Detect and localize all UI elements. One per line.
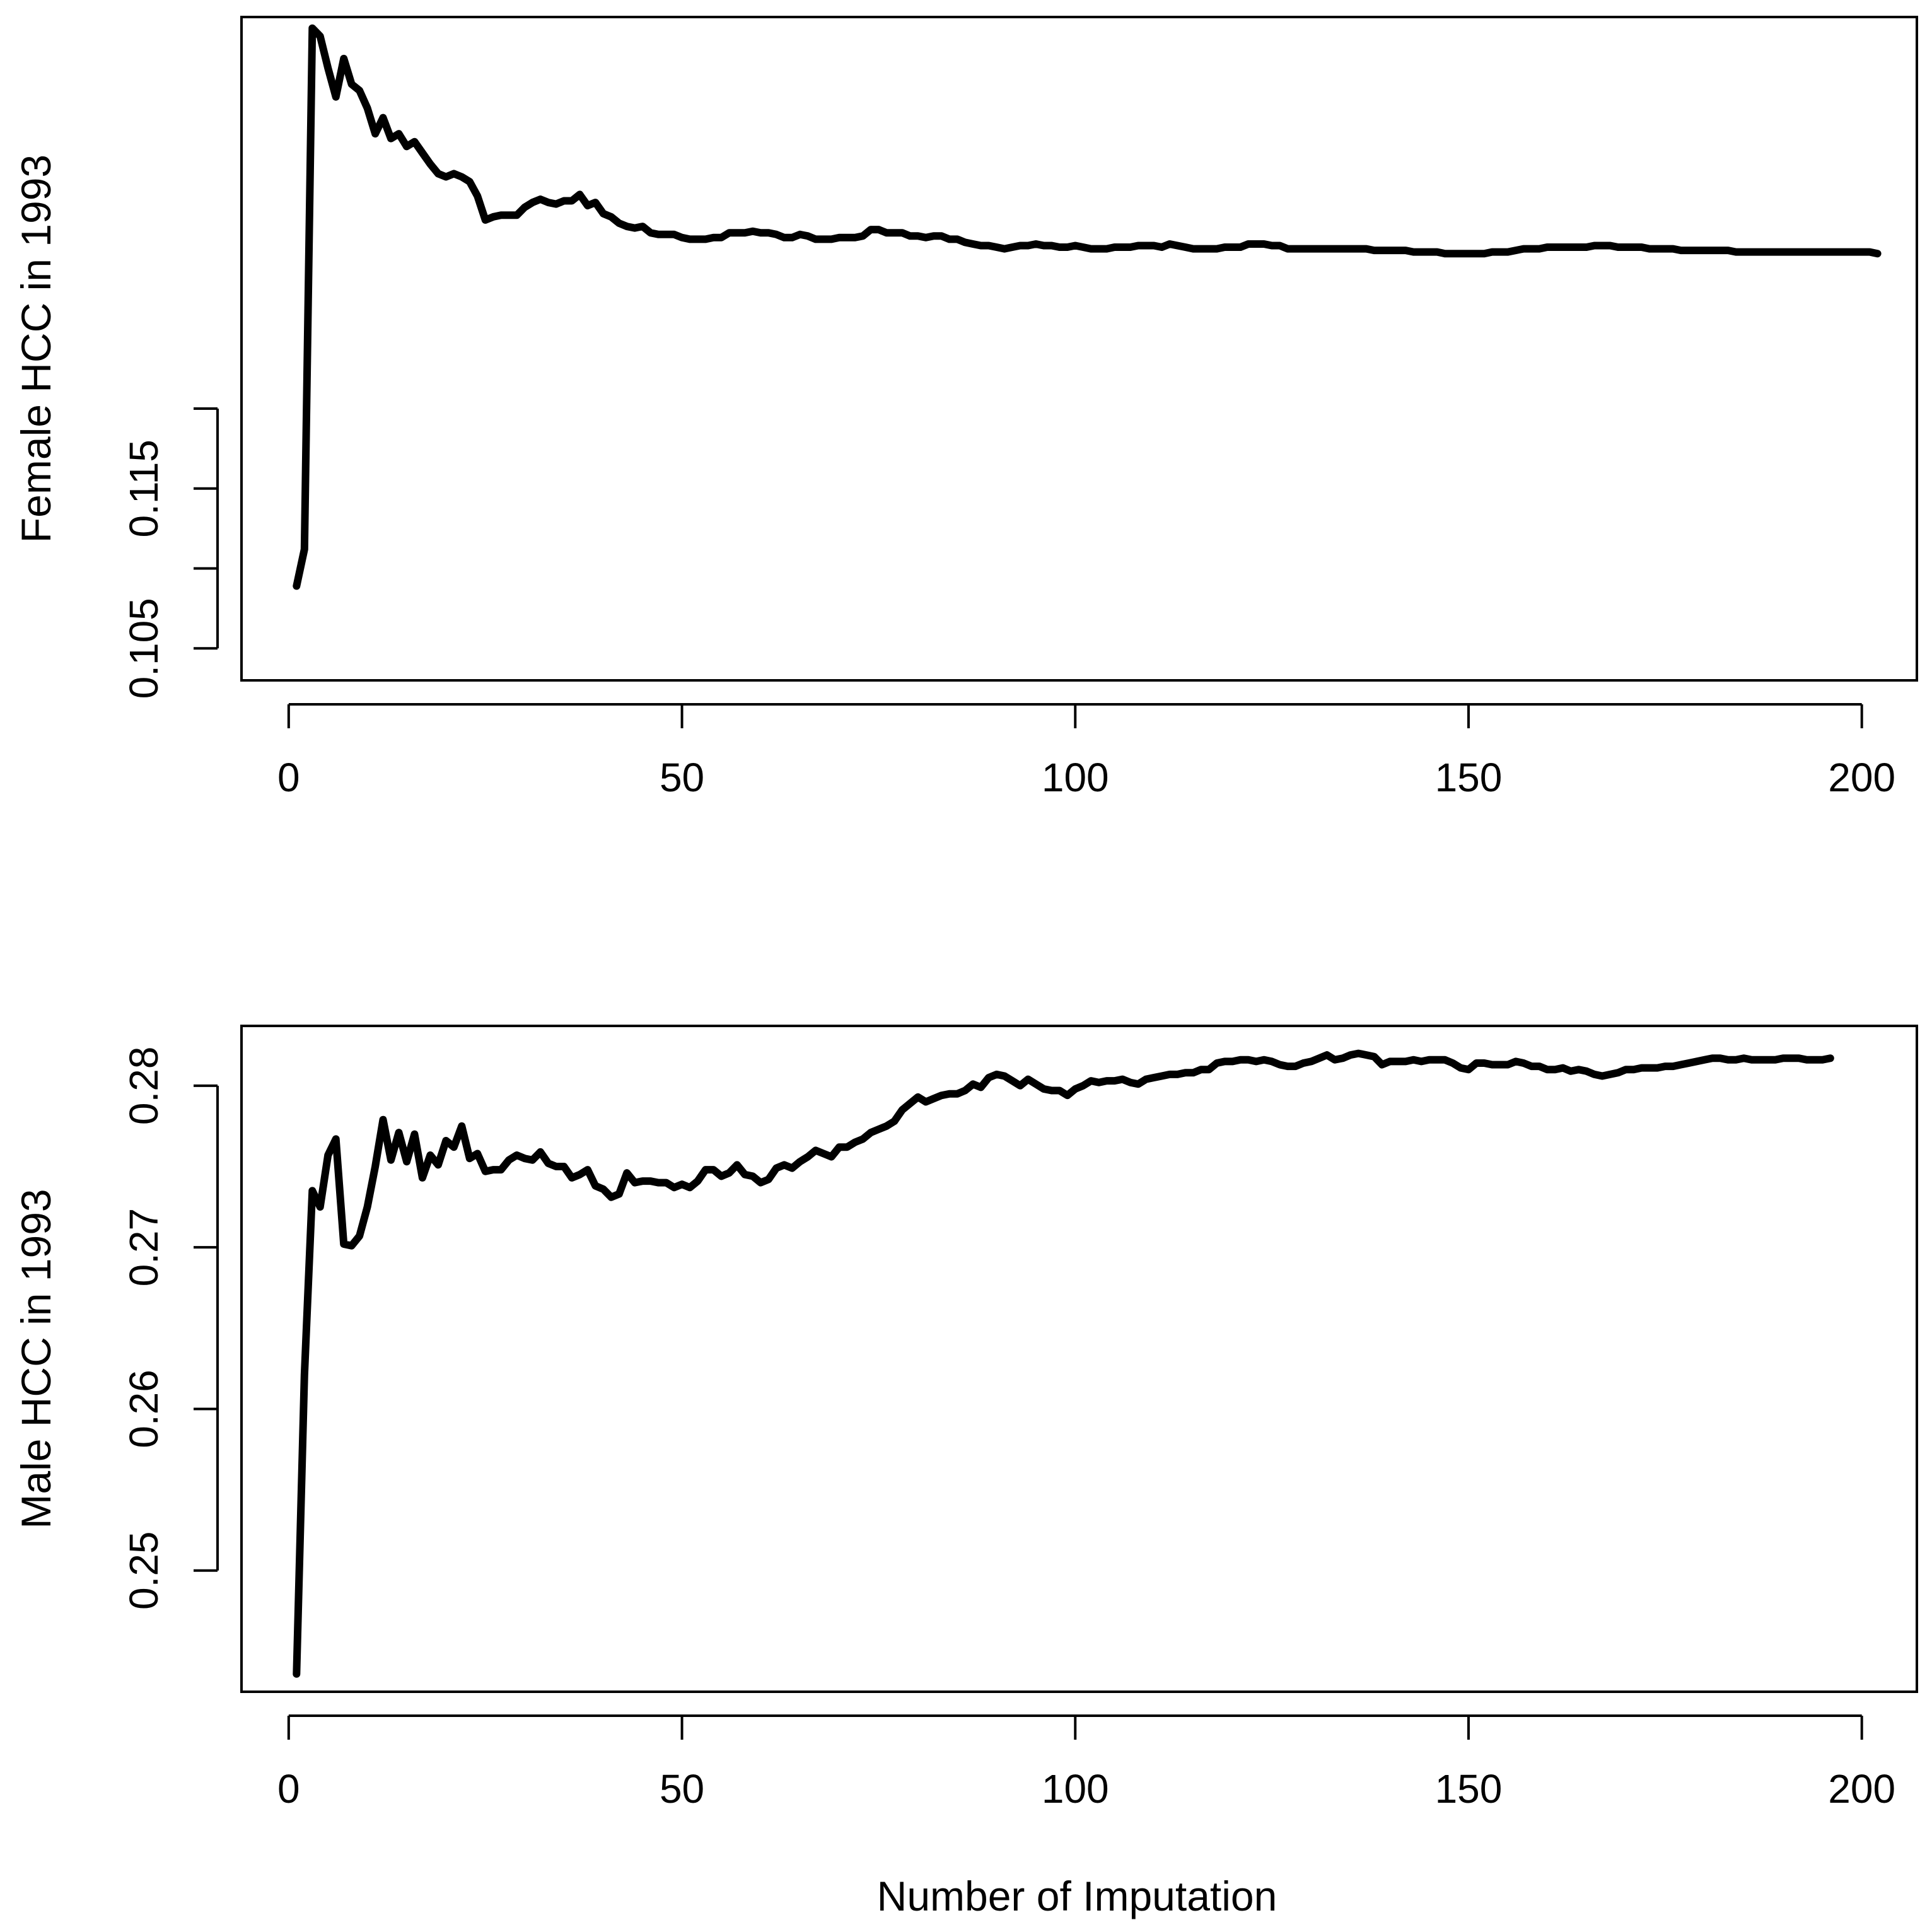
chart-panel-1: 0 50 100 150 200 0.105 0.115 Female HCC in 1993 xyxy=(13,16,1918,800)
x-tick-label: 50 xyxy=(660,755,704,800)
chart-panels: 0 50 100 150 200 0.105 0.115 Female HCC in 1993… xyxy=(13,16,1918,1812)
x-tick-label: 150 xyxy=(1435,1766,1503,1812)
x-tick-label: 100 xyxy=(1042,755,1109,800)
y-axis-title: Male HCC in 1993 xyxy=(13,1189,59,1528)
series-line-1 xyxy=(293,24,1882,590)
y-tick-label: 0.105 xyxy=(121,598,166,699)
x-tick-label: 0 xyxy=(277,755,300,800)
y-tick-label: 0.27 xyxy=(121,1208,166,1287)
plot-frame xyxy=(240,1025,1918,1693)
x-tick-label: 150 xyxy=(1435,755,1503,800)
y-tick-label: 0.115 xyxy=(121,439,166,537)
y-axis-title: Female HCC in 1993 xyxy=(13,154,59,543)
chart-panel-2: 0 50 100 150 200 0.25 0.26 0.27 0.28 Male HCC in … xyxy=(13,1025,1918,1812)
y-tick-label: 0.26 xyxy=(121,1370,166,1448)
series-line-1 xyxy=(293,1049,1834,1678)
shared-x-axis-title: Number of Imputation xyxy=(877,1873,1277,1919)
x-tick-label: 50 xyxy=(660,1766,704,1812)
y-tick-label: 0.28 xyxy=(121,1047,166,1126)
x-tick-label: 100 xyxy=(1042,1766,1109,1812)
x-tick-label: 200 xyxy=(1828,1766,1895,1812)
plot-frame xyxy=(240,16,1918,682)
x-tick-label: 200 xyxy=(1828,755,1895,800)
y-tick-label: 0.25 xyxy=(121,1531,166,1610)
x-tick-label: 0 xyxy=(277,1766,300,1812)
